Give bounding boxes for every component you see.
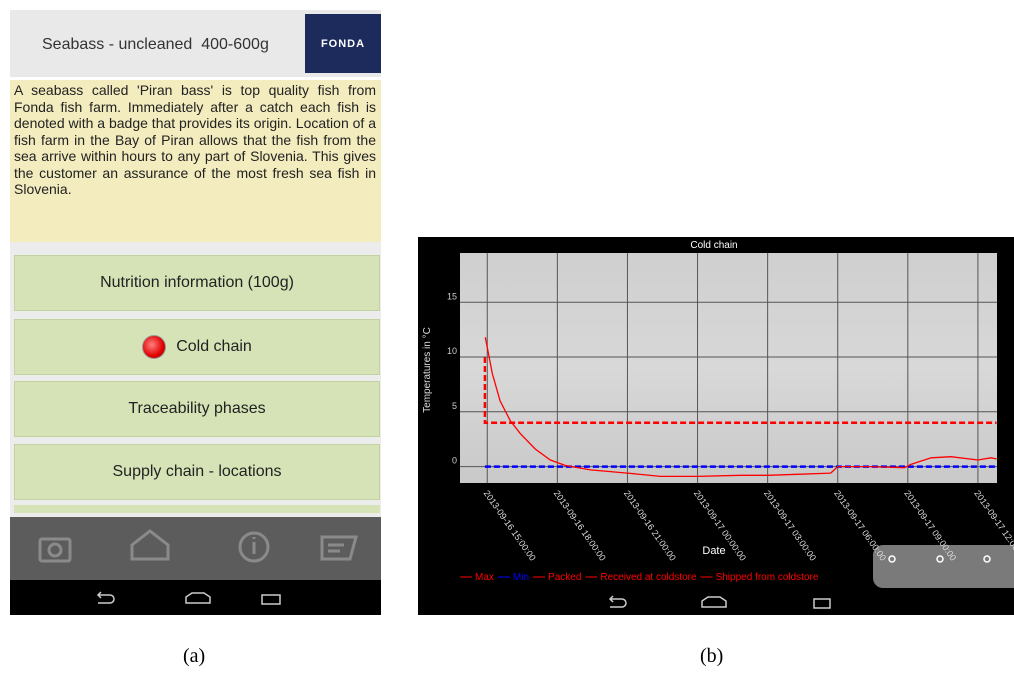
toolbar-icons xyxy=(40,531,356,561)
home-icon[interactable] xyxy=(132,531,168,559)
menu-button[interactable]: Nutrition information (100g) xyxy=(14,255,380,311)
product-title: Seabass - uncleaned 400-600g xyxy=(42,36,269,54)
menu-label: Supply chain - locations xyxy=(113,463,282,481)
caption: (b) xyxy=(700,645,723,668)
description: A seabass called 'Piran bass' is top qua… xyxy=(14,82,376,198)
x-axis-label: Date xyxy=(702,545,725,557)
y-axis-label: Temperatures in °C xyxy=(422,327,433,413)
camera-icon[interactable] xyxy=(40,539,70,561)
y-tick-label: 0 xyxy=(452,456,457,466)
plot-area xyxy=(460,253,997,483)
menu-button-partial xyxy=(14,505,380,513)
message-icon[interactable] xyxy=(322,537,356,559)
menu-label: Nutrition information (100g) xyxy=(100,274,294,292)
y-tick-label: 15 xyxy=(447,291,457,301)
menu-button[interactable]: Traceability phases xyxy=(14,381,380,437)
y-tick-label: 5 xyxy=(452,401,457,411)
page: Seabass - uncleaned 400-600g FONDA A sea… xyxy=(0,0,1014,673)
phone-nav-icons xyxy=(10,517,381,615)
caption: (a) xyxy=(183,645,205,668)
legend-label: Shipped from coldstore xyxy=(716,572,819,583)
system-nav xyxy=(10,580,381,615)
menu-label: Traceability phases xyxy=(128,400,265,418)
logo: FONDA xyxy=(305,14,381,73)
y-tick-label: 10 xyxy=(447,346,457,356)
legend-label: Received at coldstore xyxy=(600,572,697,583)
status-dot xyxy=(142,335,166,359)
legend-label: Max xyxy=(475,572,494,583)
camera-lens xyxy=(49,544,61,556)
menu-button[interactable]: Supply chain - locations xyxy=(14,444,380,500)
legend-label: Min xyxy=(513,572,529,583)
chart-title: Cold chain xyxy=(690,240,737,251)
chart-screen: Cold chain Temperatures in °C Date 0 5 10 1… xyxy=(418,237,1014,615)
menu-label: Cold chain xyxy=(176,338,252,356)
legend-label: Packed xyxy=(548,572,581,583)
menu-button[interactable]: Cold chain xyxy=(14,319,380,375)
